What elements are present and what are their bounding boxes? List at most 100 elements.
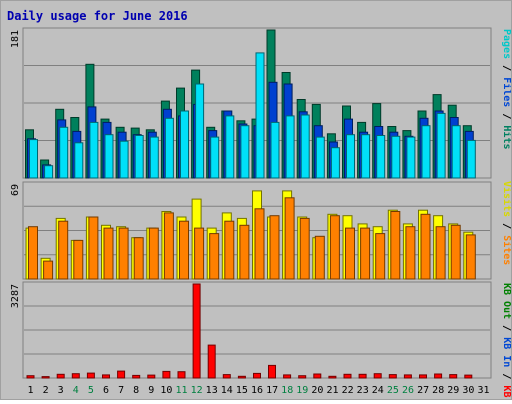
bar-pages-day-24: [376, 135, 386, 179]
legend-kb-f: KB F: [501, 385, 511, 399]
x-tick-label: 31: [477, 385, 489, 396]
bar-kbf-day-5: [86, 372, 95, 379]
bar-kbf-day-28: [434, 373, 443, 379]
bar-pages-day-12: [195, 83, 205, 179]
bar-kbf-day-8: [132, 374, 141, 379]
x-tick-label: 11: [175, 385, 187, 396]
legend-top: Pages / Files / Hits: [501, 29, 511, 150]
bar-kbf-day-11: [177, 371, 186, 379]
bar-sites-day-21: [329, 215, 340, 280]
bar-sites-day-16: [254, 208, 265, 280]
legend-hits: Hits: [501, 125, 511, 149]
bar-sites-day-15: [239, 224, 250, 280]
bar-kbf-day-2: [41, 376, 50, 379]
bar-pages-day-19: [300, 114, 310, 179]
bar-sites-day-18: [284, 197, 295, 280]
bar-pages-day-27: [421, 125, 431, 179]
x-tick-label: 24: [372, 385, 384, 396]
bar-kbf-day-22: [343, 373, 352, 379]
chart-title: Daily usage for June 2016: [7, 9, 188, 23]
bar-pages-day-2: [44, 165, 54, 179]
x-tick-label: 25: [387, 385, 399, 396]
x-tick-label: 16: [251, 385, 263, 396]
x-tick-label: 21: [326, 385, 338, 396]
legend-sep-5: /: [501, 373, 511, 379]
x-tick-label: 5: [88, 385, 94, 396]
x-tick-label: 28: [432, 385, 444, 396]
bar-sites-day-20: [314, 235, 325, 280]
y-max-label-mid: 69: [10, 184, 21, 196]
x-tick-label: 4: [73, 385, 79, 396]
bar-sites-day-7: [118, 227, 129, 280]
bar-sites-day-14: [224, 220, 235, 280]
x-tick-label: 2: [43, 385, 49, 396]
legend-sep-2: /: [501, 113, 511, 119]
bar-pages-day-1: [29, 139, 38, 179]
bar-sites-day-26: [405, 226, 416, 280]
bar-kbf-day-29: [449, 374, 458, 379]
x-tick-label: 14: [221, 385, 233, 396]
bar-sites-day-30: [465, 234, 476, 280]
bar-sites-day-2: [43, 260, 54, 280]
legend-sep-4: /: [501, 325, 511, 331]
bar-sites-day-17: [269, 215, 280, 280]
bar-pages-day-29: [451, 125, 461, 179]
bar-pages-day-4: [74, 142, 84, 179]
x-tick-label: 30: [462, 385, 474, 396]
y-max-label-bottom: 3287: [10, 284, 21, 308]
bar-pages-day-16: [255, 52, 265, 179]
bar-pages-day-25: [391, 135, 401, 179]
bar-sites-day-25: [390, 211, 401, 280]
bar-sites-day-3: [58, 220, 69, 280]
bar-kbf-day-1: [26, 375, 35, 379]
bar-sites-day-12: [194, 227, 205, 280]
x-tick-label: 7: [118, 385, 124, 396]
bar-sites-day-29: [450, 224, 461, 280]
bar-pages-day-21: [330, 147, 340, 179]
legend-kb-out: KB Out: [501, 283, 511, 319]
legend-sites: Sites: [501, 235, 511, 265]
bar-kbf-day-3: [56, 373, 65, 379]
bar-sites-day-28: [435, 226, 446, 280]
bar-sites-day-19: [299, 217, 310, 280]
legend-files: Files: [501, 77, 511, 107]
bar-pages-day-23: [361, 134, 371, 179]
bar-kbf-day-15: [237, 375, 246, 379]
bar-kbf-day-21: [328, 375, 337, 379]
bar-kbf-day-10: [162, 370, 171, 379]
x-tick-label: 18: [281, 385, 293, 396]
bar-sites-day-27: [420, 213, 431, 280]
bar-kbf-day-12: [192, 283, 201, 379]
bar-kbf-day-9: [147, 374, 156, 379]
legend-mid: Visits / Sites: [501, 181, 511, 265]
x-tick-label: 27: [417, 385, 429, 396]
x-tick-label: 19: [296, 385, 308, 396]
legend-pages: Pages: [501, 29, 511, 59]
bar-kbf-day-18: [283, 374, 292, 379]
bar-pages-day-10: [164, 117, 174, 179]
bar-kbf-day-13: [207, 344, 216, 379]
x-tick-label: 20: [311, 385, 323, 396]
bar-pages-day-6: [104, 134, 114, 179]
x-tick-label: 29: [447, 385, 459, 396]
bar-sites-day-1: [28, 226, 38, 280]
bar-pages-day-20: [315, 136, 325, 179]
y-max-label-top: 181: [10, 30, 21, 48]
bar-pages-day-22: [346, 134, 355, 179]
legend-sep-3: /: [501, 223, 511, 229]
legend-kb-in: KB In: [501, 337, 511, 367]
bar-sites-day-23: [360, 227, 371, 280]
bar-sites-day-13: [209, 233, 220, 280]
bar-pages-day-13: [210, 136, 220, 179]
x-tick-label: 17: [266, 385, 278, 396]
bar-pages-day-7: [119, 140, 129, 179]
x-tick-label: 22: [342, 385, 354, 396]
bar-sites-day-11: [179, 220, 189, 280]
bar-kbf-day-27: [419, 374, 427, 379]
x-tick-label: 3: [58, 385, 64, 396]
bar-sites-day-8: [133, 237, 144, 280]
bar-pages-day-15: [240, 125, 250, 179]
bar-kbf-day-4: [71, 373, 80, 379]
